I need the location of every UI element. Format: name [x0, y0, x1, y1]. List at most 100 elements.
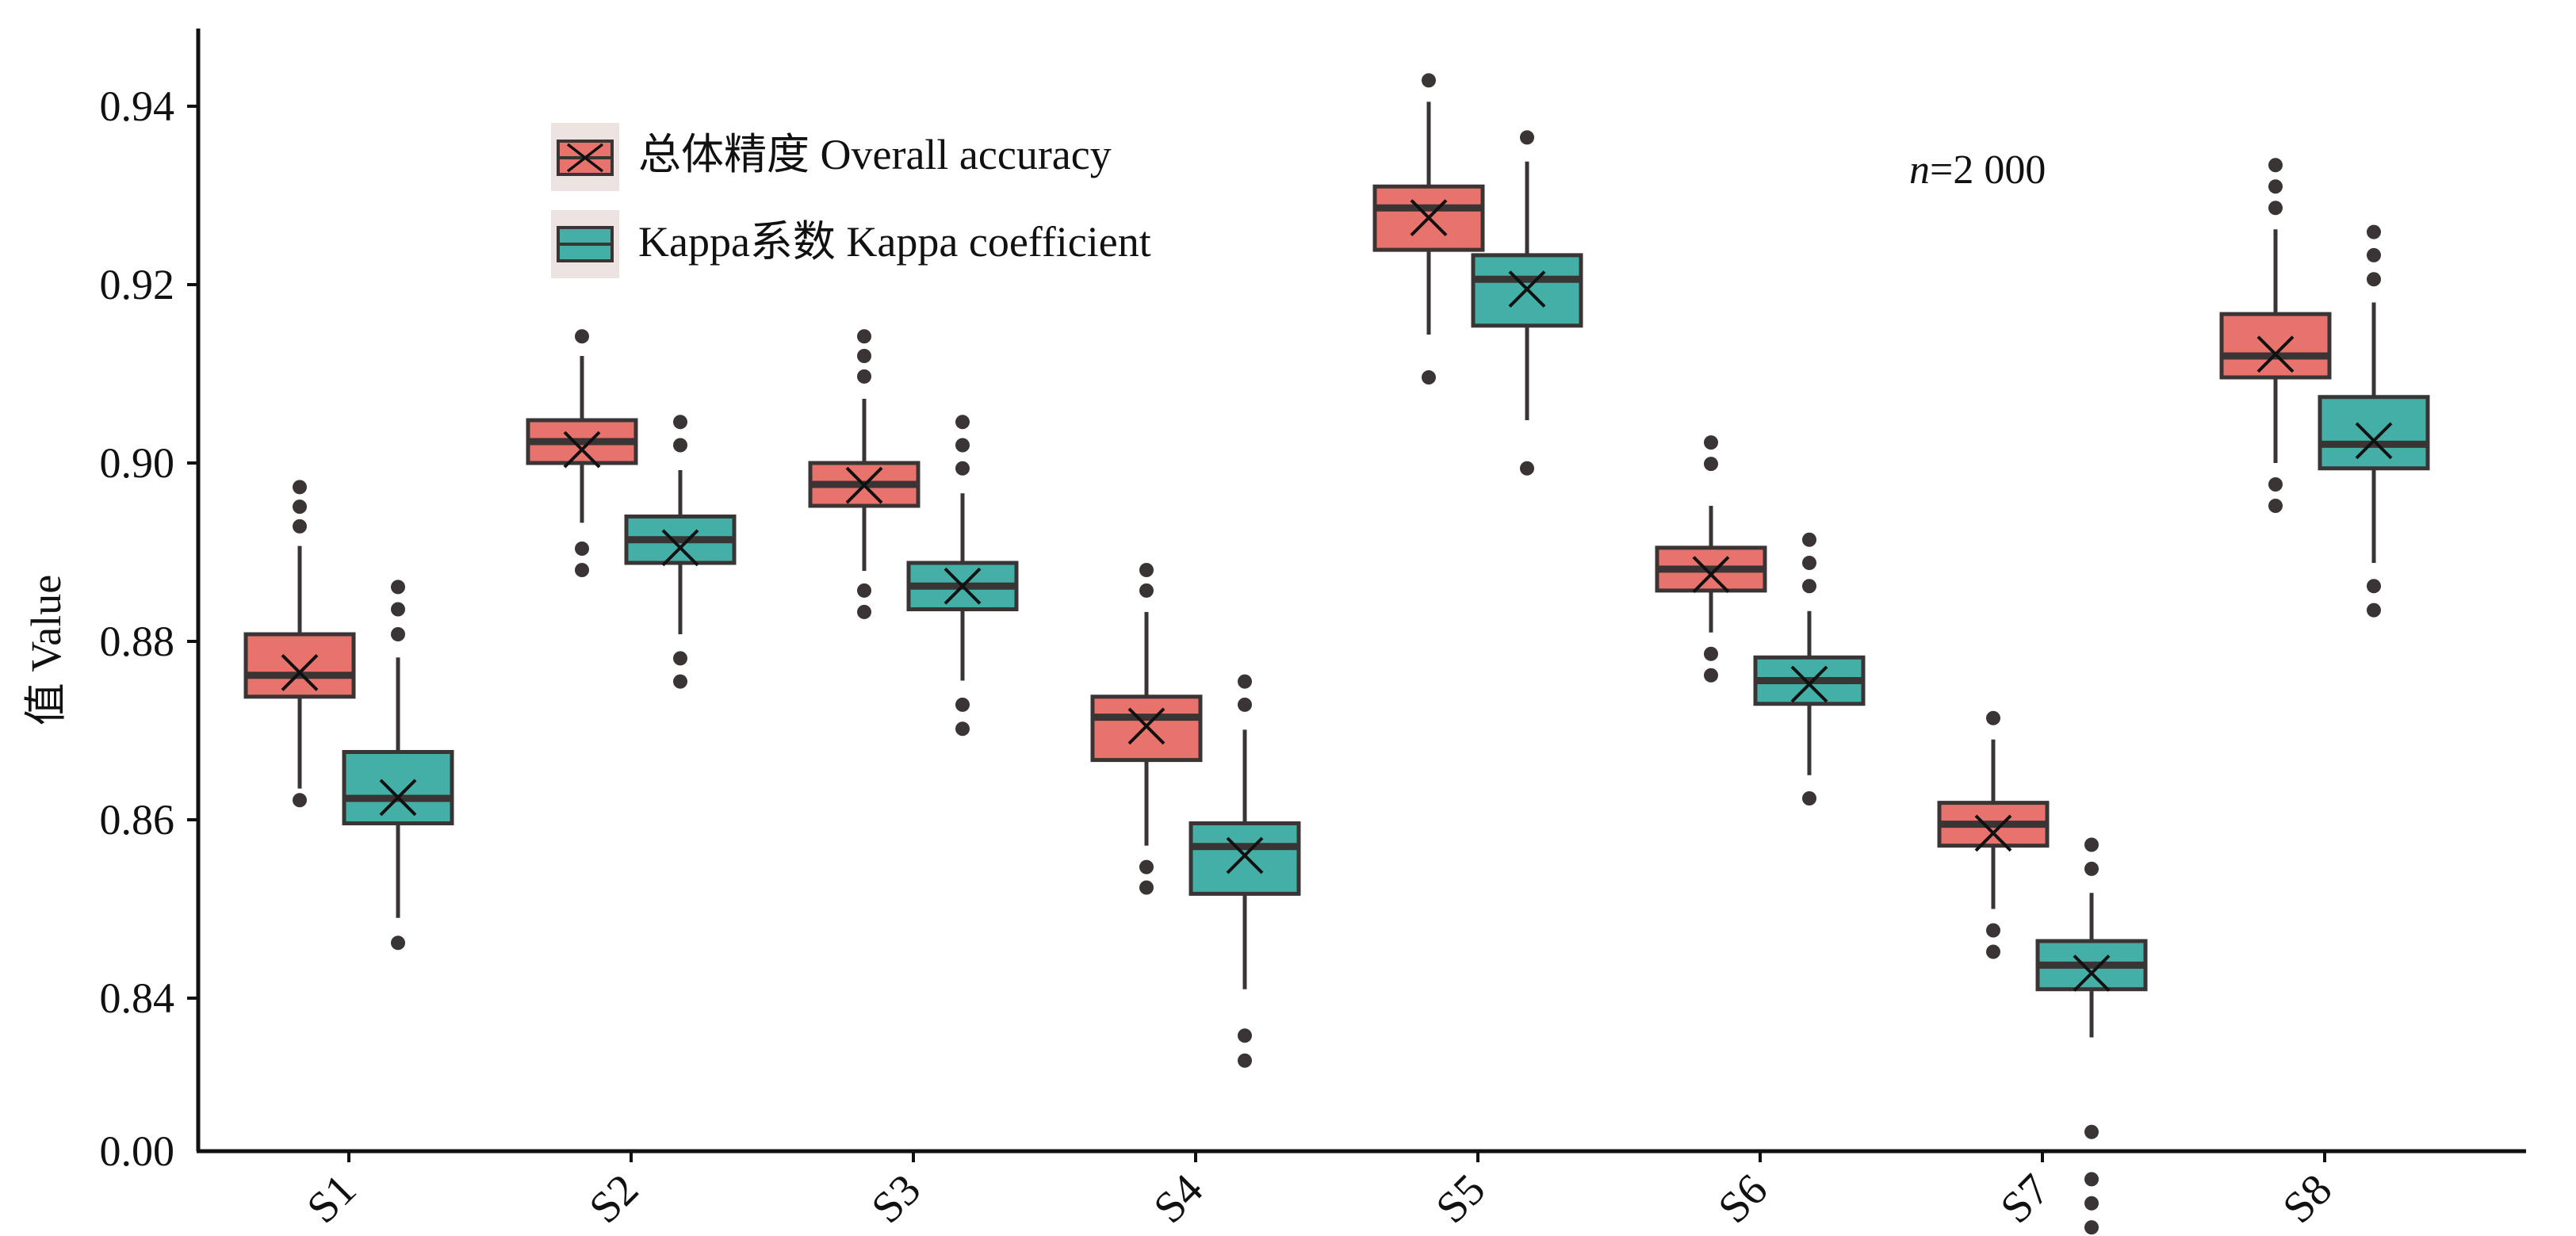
y-tick-label: 0.00	[100, 1127, 175, 1175]
mean-marker	[661, 529, 699, 567]
box-overall-s7	[1937, 710, 2050, 959]
outlier-point	[1802, 791, 1816, 806]
outlier-point	[1238, 1028, 1252, 1043]
y-tick-label: 0.86	[100, 796, 175, 844]
outlier-point	[673, 674, 687, 689]
legend-item-kappa: Kappa系数 Kappa coefficient	[551, 210, 1151, 278]
outlier-point	[1704, 646, 1718, 661]
outlier-point	[2084, 1220, 2099, 1235]
box-iqr	[1188, 821, 1301, 896]
outlier-point	[2084, 1172, 2099, 1187]
outlier-point	[2367, 272, 2381, 287]
box-kappa-s3	[906, 415, 1019, 737]
outlier-point	[2084, 1196, 2099, 1211]
mean-marker	[281, 653, 319, 691]
y-tick-label: 0.92	[100, 261, 175, 308]
outlier-point	[955, 721, 970, 737]
outlier-point	[391, 627, 405, 641]
outlier-point	[575, 329, 589, 344]
outlier-point	[2268, 499, 2283, 513]
mean-marker	[1226, 836, 1264, 874]
x-category-label: S5	[1427, 1165, 1495, 1233]
outlier-point	[955, 438, 970, 453]
outlier-point	[857, 369, 871, 384]
outlier-point	[673, 651, 687, 666]
box-iqr	[342, 750, 454, 825]
y-tick-label: 0.90	[100, 439, 175, 487]
outlier-point	[1238, 697, 1252, 712]
outlier-point	[1986, 710, 2000, 725]
outlier-point	[673, 438, 687, 453]
box-iqr	[243, 632, 356, 699]
outlier-point	[2367, 603, 2381, 618]
outlier-point	[391, 580, 405, 595]
outlier-point	[2084, 1124, 2099, 1139]
y-ticks: 0.00 0.84 0.86 0.88 0.90 0.92 0.94	[100, 82, 198, 1175]
outlier-point	[2084, 837, 2099, 852]
sample-size-value: =2 000	[1930, 147, 2046, 193]
outlier-point	[1986, 944, 2000, 959]
outlier-point	[1802, 556, 1816, 570]
outlier-point	[955, 415, 970, 430]
mean-marker	[1127, 707, 1166, 745]
legend-item-overall: 总体精度 Overall accuracy	[551, 123, 1112, 191]
box-iqr	[2318, 395, 2430, 471]
mean-marker	[379, 779, 417, 817]
outlier-point	[293, 480, 307, 495]
mean-marker	[1790, 665, 1828, 703]
mean-marker	[944, 567, 982, 605]
outlier-point	[1238, 1053, 1252, 1068]
outlier-point	[2367, 247, 2381, 262]
outlier-point	[857, 349, 871, 363]
outlier-point	[1139, 583, 1154, 598]
box-kappa-s4	[1188, 674, 1301, 1068]
mean-marker	[1410, 199, 1448, 237]
outlier-point	[1802, 532, 1816, 547]
mean-marker	[2355, 422, 2393, 460]
outlier-point	[575, 563, 589, 577]
axes	[196, 29, 2526, 1154]
mean-marker	[1692, 556, 1730, 594]
outlier-point	[955, 461, 970, 476]
legend-label-overall: 总体精度 Overall accuracy	[638, 131, 1112, 178]
outlier-point	[1704, 668, 1718, 683]
box-kappa-s6	[1753, 532, 1866, 806]
mean-marker	[2256, 335, 2295, 373]
mean-marker	[1508, 270, 1546, 308]
outlier-point	[857, 604, 871, 619]
y-axis-title: 值 Value	[22, 575, 70, 725]
outlier-point	[2268, 477, 2283, 492]
y-tick-label: 0.94	[100, 82, 175, 130]
outlier-point	[575, 541, 589, 556]
x-category-label: S7	[1992, 1165, 2060, 1233]
outlier-point	[955, 697, 970, 712]
outlier-point	[2367, 579, 2381, 594]
box-kappa-s8	[2318, 224, 2430, 618]
outlier-point	[673, 415, 687, 430]
outlier-point	[2268, 158, 2283, 173]
y-tick-label: 0.88	[100, 618, 175, 665]
box-kappa-s2	[624, 415, 737, 689]
x-ticks: S1 S2 S3 S4 S5 S6 S7 S8	[298, 1151, 2341, 1233]
legend: 总体精度 Overall accuracy Kappa系数 Kappa coef…	[551, 123, 1151, 278]
mean-marker	[2073, 955, 2111, 992]
outlier-point	[2268, 179, 2283, 194]
box-overall-s2	[526, 329, 638, 577]
outlier-point	[293, 499, 307, 515]
sample-size-symbol: n	[1909, 147, 1930, 193]
box-kappa-s7	[2035, 837, 2148, 1235]
mean-marker	[845, 466, 883, 504]
outlier-point	[1238, 674, 1252, 689]
outlier-point	[1520, 461, 1534, 476]
box-overall-s1	[243, 480, 356, 808]
mean-marker	[563, 430, 601, 469]
x-category-label: S3	[863, 1165, 931, 1233]
x-category-label: S1	[298, 1165, 366, 1233]
outlier-point	[857, 329, 871, 344]
box-overall-s8	[2219, 158, 2332, 513]
y-tick-label: 0.84	[100, 974, 175, 1022]
outlier-point	[1422, 370, 1436, 385]
box-iqr	[1090, 695, 1203, 763]
outlier-point	[1422, 73, 1436, 88]
x-category-label: S4	[1145, 1165, 1213, 1233]
